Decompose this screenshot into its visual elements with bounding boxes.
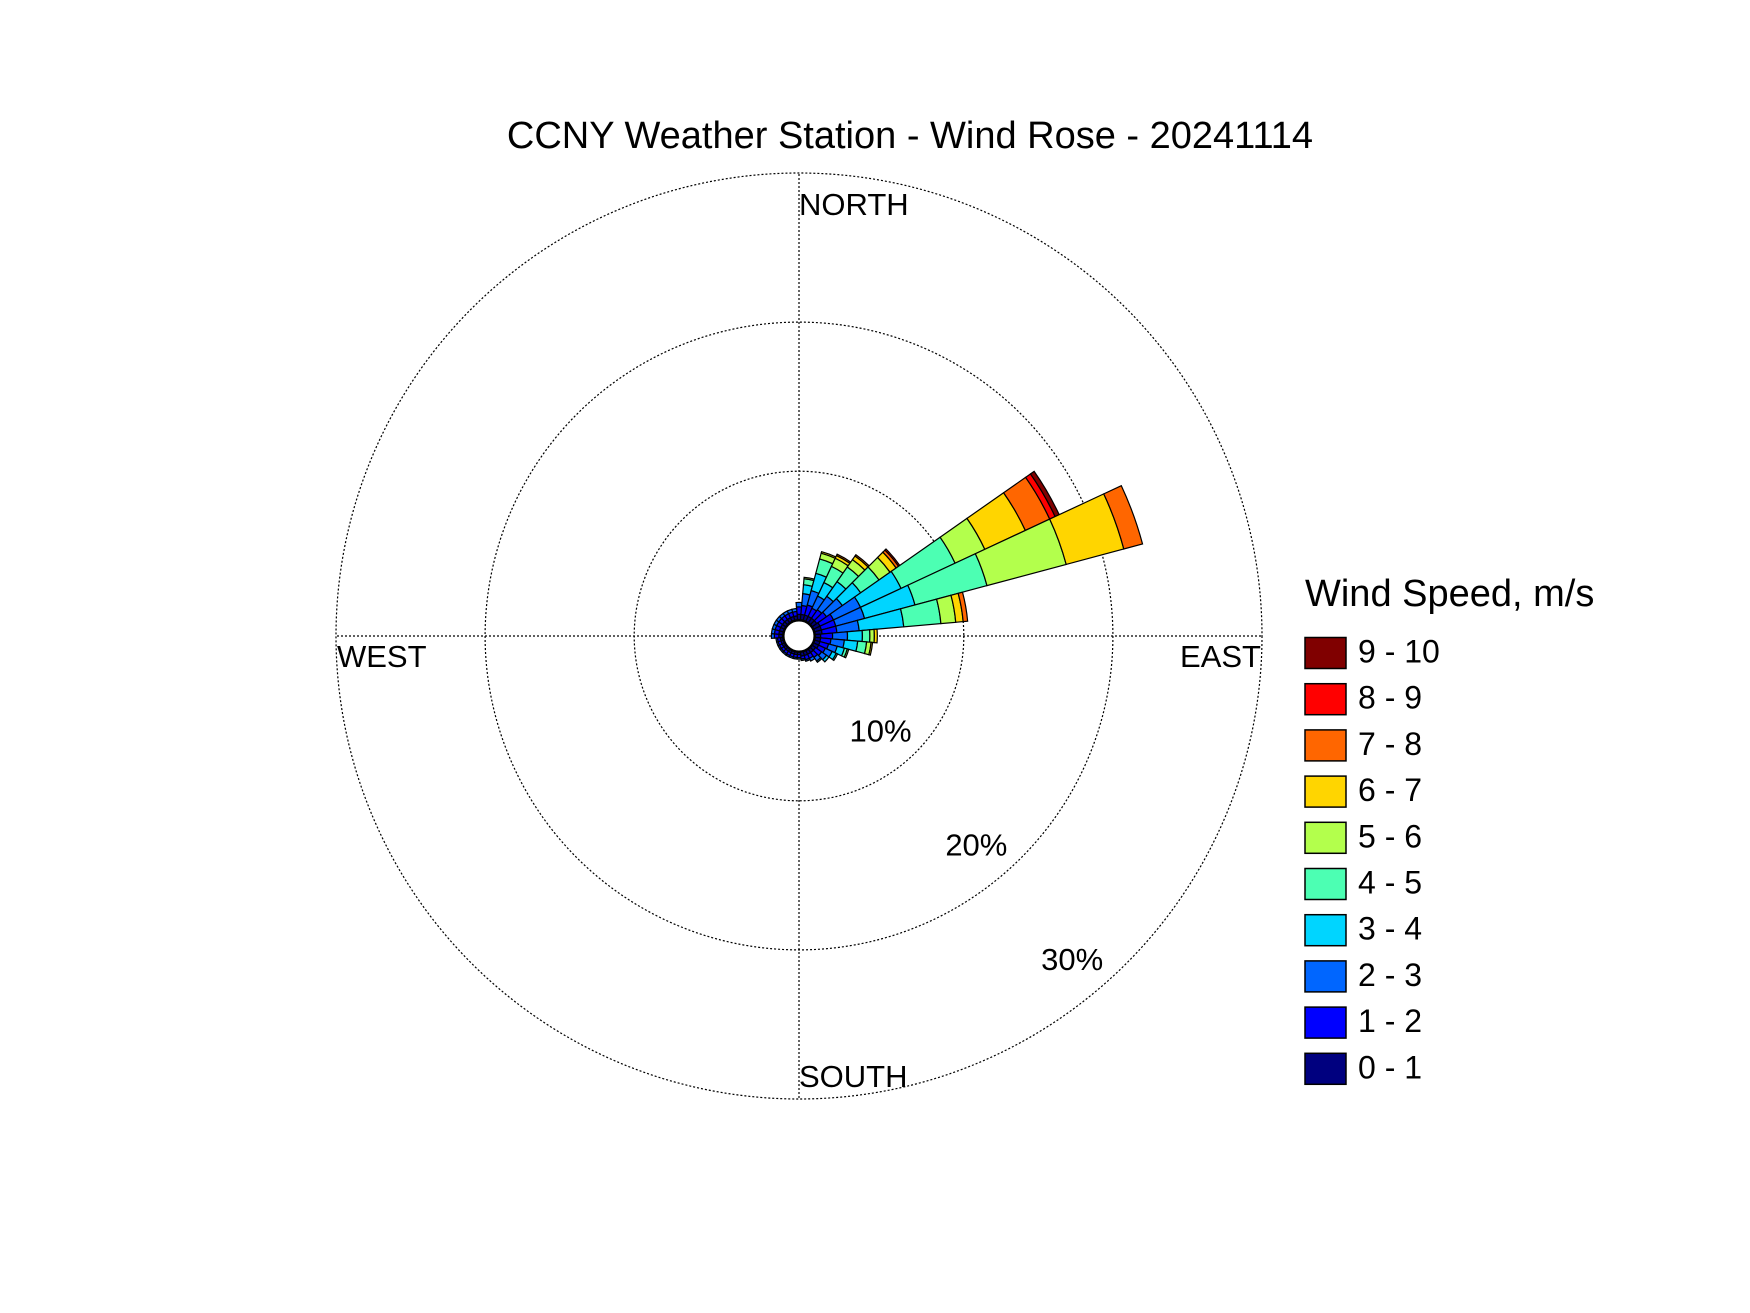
legend-swatch xyxy=(1304,775,1347,808)
wedge xyxy=(804,657,811,662)
legend-swatch xyxy=(1304,729,1347,762)
legend-swatch xyxy=(1304,1006,1347,1039)
wedge xyxy=(873,628,878,644)
wedge xyxy=(957,591,969,623)
legend-swatch xyxy=(1304,913,1347,947)
legend-label: 4 - 5 xyxy=(1358,864,1422,900)
legend-label: 6 - 7 xyxy=(1358,772,1422,808)
r-tick-label: 10% xyxy=(849,713,911,748)
legend: 0 - 1 1 - 2 2 - 3 3 - 4 4 - 5 5 - 6 6 - 7 7 - 8… xyxy=(1304,633,1440,1086)
labels: 10% 20% 30% NORTH SOUTH WEST EAST xyxy=(337,187,1261,1094)
grid-ring xyxy=(633,470,965,802)
grid xyxy=(335,172,1263,1100)
direction-label: NORTH xyxy=(799,187,909,222)
legend-label: 2 - 3 xyxy=(1358,957,1422,993)
legend-swatch xyxy=(1304,1052,1347,1086)
wedge xyxy=(791,607,798,613)
legend-label: 8 - 9 xyxy=(1358,680,1422,716)
r-tick-label: 30% xyxy=(1041,942,1103,977)
legend-label: 7 - 8 xyxy=(1358,726,1422,762)
legend-label: 5 - 6 xyxy=(1358,818,1422,854)
wedge xyxy=(861,629,871,643)
r-tick-label: 20% xyxy=(945,828,1007,863)
wedges xyxy=(770,470,1144,664)
grid-ring xyxy=(335,172,1263,1100)
chart-title: CCNY Weather Station - Wind Rose - 20241… xyxy=(507,115,1313,157)
wedge xyxy=(868,641,874,656)
legend-swatch xyxy=(1304,636,1347,670)
wedge xyxy=(800,657,807,662)
wedge xyxy=(831,652,839,662)
direction-label: SOUTH xyxy=(799,1059,908,1094)
legend-label: 0 - 1 xyxy=(1358,1049,1422,1085)
wedge xyxy=(843,648,850,659)
legend-swatch xyxy=(1304,682,1347,716)
legend-title: Wind Speed, m/s xyxy=(1305,573,1594,615)
direction-label: EAST xyxy=(1180,639,1261,674)
grid-ring xyxy=(484,321,1114,951)
legend-swatch xyxy=(1304,867,1347,901)
legend-label: 1 - 2 xyxy=(1358,1003,1422,1039)
direction-label: WEST xyxy=(337,639,427,674)
wedge xyxy=(821,654,830,663)
wedge xyxy=(815,656,823,664)
center-hole xyxy=(782,619,816,653)
legend-label: 9 - 10 xyxy=(1358,633,1440,669)
legend-swatch xyxy=(1304,960,1347,993)
legend-label: 3 - 4 xyxy=(1358,911,1422,947)
wedge xyxy=(808,655,816,662)
wedge xyxy=(1102,484,1144,550)
legend-swatch xyxy=(1304,821,1347,855)
